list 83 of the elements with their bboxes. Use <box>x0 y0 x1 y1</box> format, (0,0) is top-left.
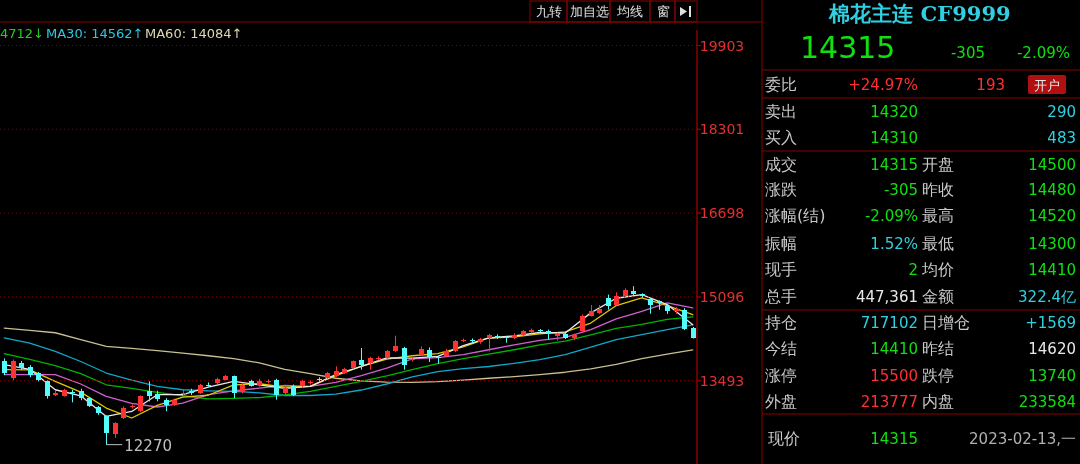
text: 昨结 <box>922 339 954 358</box>
text: 内盘 <box>922 392 954 411</box>
text: 717102 <box>860 314 918 332</box>
text: 涨停 <box>765 366 797 385</box>
text: 加自选 <box>569 4 609 19</box>
text: 均线 <box>616 4 643 19</box>
text: 外盘 <box>765 392 797 411</box>
text: 均价 <box>921 260 954 279</box>
candlestick <box>11 358 16 381</box>
text: 14410 <box>870 340 918 358</box>
text: 1.52% <box>870 235 918 253</box>
text: 最高 <box>922 206 954 225</box>
annotation: 12270 <box>124 436 172 455</box>
text: 14315 <box>800 30 896 65</box>
text: 2023-02-13,一 <box>969 430 1076 448</box>
text: 卖出 <box>765 102 797 121</box>
text: 昨收 <box>922 180 954 199</box>
candlestick <box>436 355 441 365</box>
y-tick-label: 18301 <box>699 121 745 138</box>
text: 14520 <box>1028 207 1076 225</box>
text: 290 <box>1047 103 1076 121</box>
text: 开户 <box>1034 78 1060 93</box>
text: -2.09% <box>864 207 918 225</box>
text: 最低 <box>922 234 954 253</box>
text: -2.09% <box>1016 44 1070 62</box>
text: 2 <box>908 261 918 279</box>
text: +24.97% <box>848 76 918 94</box>
text: 涨幅(结) <box>765 206 826 225</box>
text: 193 <box>976 76 1005 94</box>
text: 14500 <box>1028 156 1076 174</box>
text: 棉花主连 CF9999 <box>828 1 1011 26</box>
text: 14410 <box>1028 261 1076 279</box>
text: 金额 <box>922 287 954 306</box>
text: 委比 <box>765 75 797 94</box>
text: 483 <box>1047 129 1076 147</box>
text: 现价 <box>768 429 800 448</box>
candlestick <box>682 307 687 331</box>
text: 14480 <box>1028 181 1076 199</box>
y-tick-label: 16698 <box>699 205 745 222</box>
text: -305 <box>883 181 918 199</box>
text: 14620 <box>1028 340 1076 358</box>
text: 233584 <box>1018 393 1076 411</box>
candlestick <box>206 381 211 388</box>
y-tick-label: 13493 <box>699 372 745 389</box>
text: 跌停 <box>922 366 954 385</box>
candlestick <box>504 335 509 344</box>
text: 窗 <box>656 4 670 19</box>
y-tick-label: 15096 <box>699 288 745 305</box>
text: 涨跌 <box>765 180 797 199</box>
text: 开盘 <box>922 155 954 174</box>
annotation: MA60: 14084↑ <box>145 26 243 41</box>
text: 14315 <box>870 156 918 174</box>
annotation: MA30: 14562↑ <box>46 26 144 41</box>
text: 九转 <box>536 4 562 19</box>
text: 14300 <box>1028 235 1076 253</box>
text: 14315 <box>870 430 918 448</box>
text: 15500 <box>870 367 918 385</box>
text: 总手 <box>764 287 797 306</box>
candlestick <box>130 403 135 410</box>
text: 今结 <box>765 339 797 358</box>
text: 447,361 <box>855 288 918 306</box>
text: -305 <box>950 44 985 62</box>
y-tick-label: 19903 <box>699 37 745 54</box>
text: 14320 <box>870 103 918 121</box>
text: 14310 <box>870 129 918 147</box>
candlestick <box>402 346 407 371</box>
annotation: 4712↓ <box>0 26 44 41</box>
text: +1569 <box>1025 314 1076 332</box>
text: 日增仓 <box>922 313 970 332</box>
candlestick <box>147 380 152 402</box>
text: 振幅 <box>765 234 797 253</box>
text: 买入 <box>765 128 797 147</box>
text: 持仓 <box>765 313 797 332</box>
candlestick <box>359 347 364 371</box>
text: 13740 <box>1028 367 1076 385</box>
text: 322.4亿 <box>1018 288 1076 306</box>
candlestick <box>45 379 50 400</box>
text: 成交 <box>765 155 797 174</box>
candlestick <box>274 378 279 401</box>
candlestick <box>308 379 313 386</box>
candlestick <box>104 414 109 446</box>
text: 213777 <box>860 393 918 411</box>
text: 现手 <box>765 260 797 279</box>
